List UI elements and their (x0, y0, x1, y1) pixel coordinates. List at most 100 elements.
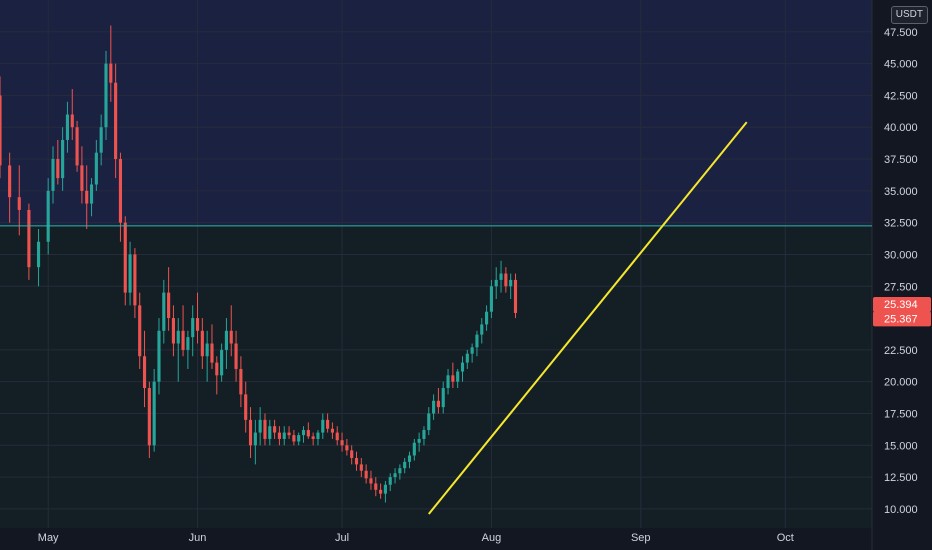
candle-body (186, 337, 190, 350)
date-tick-label: Jun (189, 532, 207, 544)
candle-body (513, 279, 518, 313)
date-tick-label: Oct (777, 532, 794, 544)
candle-body (167, 292, 171, 319)
currency-badge[interactable]: USDT (890, 6, 928, 24)
candle-body (80, 165, 84, 191)
candle-body (234, 343, 238, 369)
candle-body (0, 95, 2, 166)
candle-body (330, 428, 334, 433)
candle-body (311, 436, 315, 439)
trendline (427, 121, 748, 515)
candle-body (480, 324, 484, 335)
candle-body (215, 362, 219, 376)
candle-body (301, 430, 306, 436)
candle-body (263, 419, 267, 439)
candle-body (393, 473, 397, 478)
price-tick-label: 32.500 (884, 218, 918, 230)
candle-body (8, 165, 12, 198)
candle-body (191, 318, 195, 338)
candle-body (118, 159, 123, 223)
price-axis[interactable]: 47.500 45.000 42.500 40.000 37.500 35.000 32.5… (884, 27, 918, 516)
price-tick-label: 15.000 (884, 440, 918, 452)
candle-body (456, 371, 460, 382)
previous-price-label: 25.367 (884, 313, 918, 325)
candle-body (75, 127, 79, 166)
candle-body (350, 450, 354, 459)
candle-body (422, 430, 426, 439)
candle-body (147, 388, 151, 446)
candle-body (287, 432, 291, 436)
candle-body (114, 82, 118, 160)
candle-body (359, 464, 363, 471)
candle-body (470, 347, 474, 354)
grid (0, 0, 873, 550)
candle-body (268, 426, 272, 439)
candle-body (258, 419, 262, 433)
price-tick-label: 37.500 (884, 154, 918, 166)
candle-body (388, 477, 392, 485)
candle-body (205, 343, 209, 357)
candle-body (427, 413, 431, 431)
candle-body (171, 318, 176, 344)
candle-body (412, 442, 416, 456)
candle-body (229, 330, 233, 344)
candle-body (306, 430, 310, 437)
candle-body (297, 435, 301, 442)
candle-body (181, 330, 185, 350)
candle-body (321, 419, 325, 433)
price-tick-label: 10.000 (884, 504, 918, 516)
candle-body (273, 426, 277, 433)
price-tick-label: 12.500 (884, 472, 918, 484)
price-tick-label: 30.000 (884, 249, 918, 261)
candle-body (162, 292, 166, 331)
current-price-box (873, 297, 931, 313)
candle-body (485, 311, 489, 325)
price-tick-label: 42.500 (884, 90, 918, 102)
candle-body (465, 353, 469, 363)
price-tick-label: 22.500 (884, 345, 918, 357)
candle-body (224, 330, 228, 350)
candle-body (133, 254, 137, 306)
candle-body (369, 478, 373, 484)
candles (0, 25, 518, 503)
candle-body (89, 184, 94, 204)
candle-body (46, 190, 50, 242)
candle-body (441, 388, 445, 408)
candle-body (51, 159, 55, 191)
candle-body (403, 461, 407, 469)
price-tick-label: 47.500 (884, 27, 918, 39)
candle-body (99, 127, 103, 153)
candle-body (489, 286, 493, 312)
candle-body (253, 432, 257, 446)
time-axis[interactable]: May Jun Jul Aug Sep Oct (38, 532, 794, 544)
current-price-label: 25.394 (884, 299, 918, 311)
drawings[interactable] (0, 121, 872, 515)
candle-body (340, 440, 344, 446)
previous-price-box (873, 311, 931, 327)
candle-body (292, 435, 296, 442)
candle-body (36, 241, 41, 268)
candle-body (335, 432, 339, 441)
candle-body (379, 489, 383, 494)
candle-body (326, 419, 330, 429)
candle-body (383, 484, 387, 494)
price-axis-bg (872, 0, 932, 550)
candle-body (157, 330, 161, 382)
candle-body (200, 330, 204, 357)
date-tick-label: Sep (631, 532, 651, 544)
candle-body (109, 63, 113, 83)
candle-body (499, 273, 503, 280)
price-tick-label: 35.000 (884, 186, 918, 198)
candle-body (142, 356, 147, 389)
candle-body (407, 455, 412, 462)
candle-body (56, 159, 60, 179)
candle-body (239, 368, 243, 395)
candle-body (104, 63, 108, 128)
candle-body (460, 362, 465, 372)
candle-body (345, 445, 349, 451)
price-tick-label: 27.500 (884, 281, 918, 293)
price-labels: 25.394 25.367 (873, 297, 931, 327)
